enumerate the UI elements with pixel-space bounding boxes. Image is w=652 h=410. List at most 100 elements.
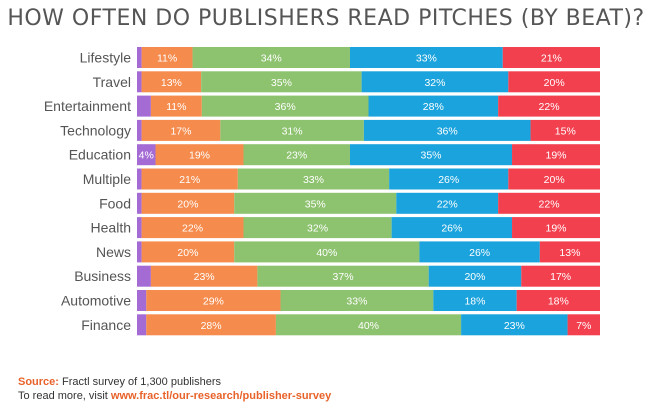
data-label: 36% <box>437 125 458 137</box>
data-label: 7% <box>576 320 591 332</box>
bar-segment <box>428 265 522 287</box>
source-text: Fractl survey of 1,300 publishers <box>58 376 221 388</box>
bar-segment <box>155 144 244 166</box>
bar-segment <box>275 314 462 336</box>
bar-segment <box>137 192 142 214</box>
data-label: 22% <box>437 198 458 210</box>
bar-segment <box>363 119 531 141</box>
data-label: 33% <box>416 53 437 65</box>
data-label: 32% <box>424 77 445 89</box>
bar-segment <box>521 265 600 287</box>
data-label: 35% <box>420 150 441 162</box>
bar-segment <box>141 47 193 68</box>
category-label: Multiple <box>83 171 131 187</box>
category-label: Travel <box>93 74 131 90</box>
data-label: 11% <box>166 101 186 113</box>
source-label: Source: <box>18 376 59 388</box>
data-label: 32% <box>307 223 328 235</box>
data-label: 29% <box>203 296 224 308</box>
bar-segment <box>137 71 142 93</box>
bar-segment <box>257 265 429 287</box>
data-label: 35% <box>271 77 292 89</box>
bar-segment <box>243 217 392 239</box>
source-note: Source: Fractl survey of 1,300 publisher… <box>18 375 331 403</box>
data-label: 21% <box>179 174 200 186</box>
data-label: 36% <box>275 101 296 113</box>
bar-segment <box>137 217 142 239</box>
data-label: 28% <box>423 101 444 113</box>
data-label: 22% <box>539 198 560 210</box>
read-more-text: To read more, visit <box>18 390 111 402</box>
category-label: Automotive <box>61 293 131 309</box>
data-label: 17% <box>550 271 571 283</box>
data-label: 26% <box>469 247 490 259</box>
bar-segment <box>433 290 517 311</box>
bar-segment <box>512 144 600 166</box>
bar-segment <box>201 95 369 117</box>
bar-segment <box>137 290 147 311</box>
bar-segment <box>234 241 420 263</box>
bar-segment <box>201 71 362 93</box>
data-label: 21% <box>541 53 562 65</box>
data-label: 33% <box>346 296 367 308</box>
bar-segment <box>396 192 499 214</box>
bar-segment <box>137 119 142 141</box>
bar-segment <box>234 192 397 214</box>
category-label: Lifestyle <box>80 50 132 66</box>
data-label: 20% <box>544 77 565 89</box>
data-label: 34% <box>261 53 282 65</box>
category-label: Business <box>74 268 131 284</box>
category-label: Finance <box>81 317 131 333</box>
bar-segment <box>137 314 147 336</box>
category-label: Technology <box>60 122 131 138</box>
category-label: Entertainment <box>44 98 131 114</box>
bar-segment <box>141 168 238 190</box>
category-label: News <box>96 244 131 260</box>
bar-segment <box>141 217 244 239</box>
data-label: 37% <box>333 271 354 283</box>
data-label: 19% <box>546 150 567 162</box>
data-label: 22% <box>182 223 203 235</box>
data-label: 17% <box>170 125 191 137</box>
category-label: Education <box>69 147 131 163</box>
bar-segment <box>280 290 434 311</box>
bar-segment <box>137 168 142 190</box>
bar-segment <box>498 192 600 214</box>
bar-segment <box>508 168 600 190</box>
bar-segment <box>150 265 258 287</box>
data-label: 13% <box>161 77 182 89</box>
bar-segment <box>516 290 600 311</box>
read-more-link[interactable]: www.frac.tl/our-research/publisher-surve… <box>110 390 332 402</box>
bar-segment <box>512 217 600 239</box>
category-label: Food <box>99 195 131 211</box>
bar-segment <box>368 95 499 117</box>
bar-segment <box>502 47 600 68</box>
bar-segment <box>137 95 151 117</box>
data-label: 19% <box>546 223 567 235</box>
bar-segment <box>391 217 513 239</box>
bar-segment <box>220 119 364 141</box>
bar-segment <box>137 144 156 166</box>
bar-segment <box>237 168 390 190</box>
data-label: 20% <box>544 174 565 186</box>
bar-segment <box>141 119 221 141</box>
data-label: 23% <box>194 271 215 283</box>
data-label: 13% <box>559 247 580 259</box>
data-label: 11% <box>157 53 177 65</box>
category-label: Health <box>91 220 131 236</box>
data-label: 35% <box>305 198 326 210</box>
data-label: 4% <box>139 150 154 162</box>
data-label: 20% <box>177 247 198 259</box>
bar-segment <box>419 241 540 263</box>
data-label: 15% <box>555 125 576 137</box>
bar-segment <box>146 290 281 311</box>
bar-segment <box>349 144 513 166</box>
data-label: 18% <box>548 296 569 308</box>
data-label: 19% <box>189 150 210 162</box>
stacked-bar-chart: Lifestyle 11% 34% 33% 21% Travel 13% 35% 32% 20% E… <box>44 47 600 336</box>
data-label: 20% <box>464 271 485 283</box>
chart-title: How often do publishers read pitches (by… <box>7 6 645 31</box>
data-label: 31% <box>282 125 303 137</box>
bar-segment <box>508 71 600 93</box>
bar-segment <box>539 241 600 263</box>
